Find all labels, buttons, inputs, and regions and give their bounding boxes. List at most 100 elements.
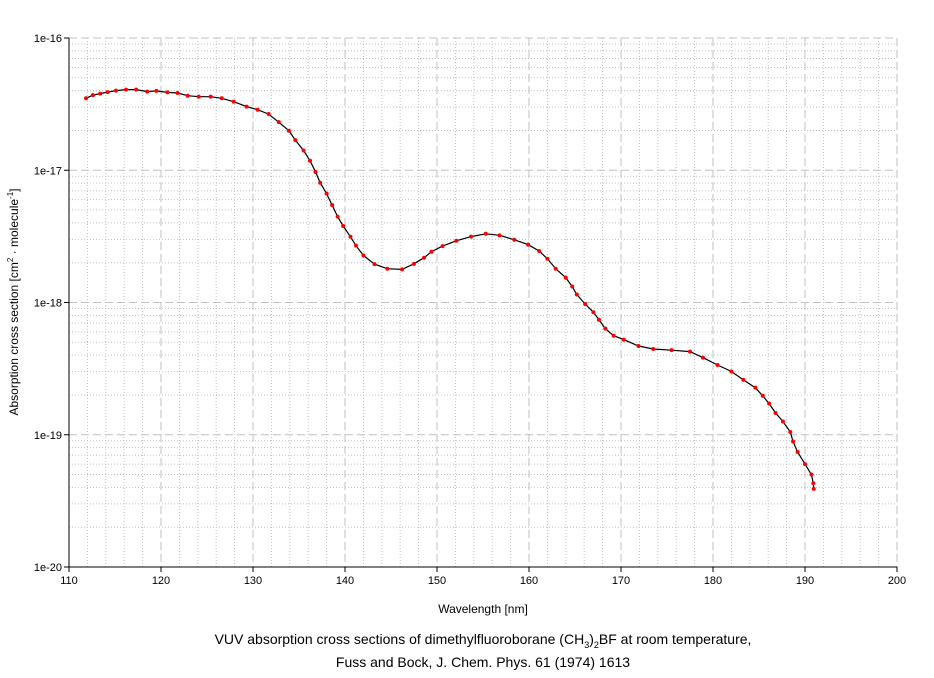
y-label-sup: -1 xyxy=(6,191,15,199)
data-point xyxy=(293,138,298,143)
data-point xyxy=(760,393,765,398)
data-point xyxy=(773,411,778,416)
data-point xyxy=(574,292,579,297)
data-point xyxy=(741,377,746,382)
data-point xyxy=(570,284,575,289)
data-point xyxy=(341,223,346,228)
data-point xyxy=(591,310,596,315)
data-point xyxy=(165,90,170,95)
data-point xyxy=(811,481,816,486)
plot-series xyxy=(84,87,816,491)
data-point xyxy=(255,107,260,112)
data-point xyxy=(715,362,720,367)
x-tick-label: 110 xyxy=(60,575,78,587)
data-point xyxy=(208,94,213,99)
data-point xyxy=(335,214,340,219)
data-point xyxy=(276,120,281,125)
data-point xyxy=(483,231,488,236)
data-point xyxy=(545,256,550,261)
chart-title-line1: VUV absorption cross sections of dimethy… xyxy=(215,631,752,650)
data-point xyxy=(788,429,793,434)
data-point xyxy=(621,337,626,342)
data-point xyxy=(330,203,335,208)
data-point xyxy=(124,87,129,92)
data-point xyxy=(372,262,377,267)
x-tick-label: 140 xyxy=(336,575,354,587)
title-sub: 2 xyxy=(594,640,599,650)
data-point xyxy=(512,237,517,242)
data-point xyxy=(780,419,785,424)
y-tick-label: 1e-18 xyxy=(34,298,62,310)
data-point xyxy=(301,148,306,153)
data-point xyxy=(231,99,236,104)
data-point xyxy=(422,255,427,260)
data-point xyxy=(611,333,616,338)
y-tick-label: 1e-16 xyxy=(34,33,62,45)
data-point xyxy=(318,180,323,185)
data-point xyxy=(636,343,641,348)
data-point xyxy=(583,301,588,306)
data-point xyxy=(244,104,249,109)
data-point xyxy=(729,369,734,374)
data-point xyxy=(537,249,542,254)
series-line xyxy=(85,88,815,489)
data-point xyxy=(795,450,800,455)
data-point xyxy=(563,275,568,280)
data-point xyxy=(791,439,796,444)
data-point xyxy=(440,244,445,249)
data-point xyxy=(361,253,366,258)
data-point xyxy=(134,87,139,92)
data-point xyxy=(266,112,271,117)
data-point xyxy=(469,234,474,239)
data-point xyxy=(753,385,758,390)
data-point xyxy=(803,462,807,467)
y-tick-labels: 1e-20 1e-19 1e-18 1e-17 1e-16 xyxy=(34,33,62,574)
data-point xyxy=(286,128,291,133)
data-point xyxy=(596,317,601,322)
data-point xyxy=(603,326,608,331)
y-tick-label: 1e-17 xyxy=(34,165,62,177)
data-point xyxy=(308,158,313,163)
y-tick-label: 1e-20 xyxy=(34,562,62,574)
x-tick-label: 150 xyxy=(428,575,446,587)
x-tick-label: 160 xyxy=(520,575,538,587)
title-part: ) xyxy=(589,631,594,647)
x-tick-label: 190 xyxy=(796,575,814,587)
axes xyxy=(64,37,898,572)
data-point xyxy=(385,266,390,271)
data-point xyxy=(526,242,531,247)
data-point xyxy=(145,89,150,94)
x-tick-label: 200 xyxy=(888,575,906,587)
data-point xyxy=(688,349,692,354)
x-tick-label: 170 xyxy=(612,575,630,587)
data-point xyxy=(90,93,95,98)
data-point xyxy=(105,90,110,95)
data-point xyxy=(497,233,502,238)
grid xyxy=(69,37,898,567)
x-tick-label: 180 xyxy=(704,575,722,587)
x-axis-label: Wavelength [nm] xyxy=(438,602,528,616)
chart-title-line2: Fuss and Bock, J. Chem. Phys. 61 (1974) … xyxy=(336,654,630,670)
y-tick-label: 1e-19 xyxy=(34,430,62,442)
y-label-part: · molecule xyxy=(7,199,21,258)
data-point xyxy=(811,486,816,491)
data-point xyxy=(429,249,434,254)
data-point xyxy=(454,238,459,243)
y-label-sup: 2 xyxy=(6,257,15,262)
title-part: BF at room temperature, xyxy=(599,631,752,647)
data-point xyxy=(669,348,674,353)
data-point xyxy=(324,191,329,196)
y-label-part: ] xyxy=(7,188,21,191)
data-point xyxy=(113,88,118,93)
data-point xyxy=(185,93,190,98)
x-tick-label: 120 xyxy=(152,575,170,587)
y-axis-label: Absorption cross section [cm2 · molecule… xyxy=(6,188,21,415)
data-point xyxy=(84,96,89,101)
title-sub: 3 xyxy=(584,640,589,650)
title-part: VUV absorption cross sections of dimethy… xyxy=(215,631,585,647)
data-point xyxy=(175,90,180,95)
x-tick-label: 130 xyxy=(244,575,262,587)
data-point xyxy=(98,91,103,96)
data-point xyxy=(354,243,359,248)
data-point xyxy=(700,355,705,360)
